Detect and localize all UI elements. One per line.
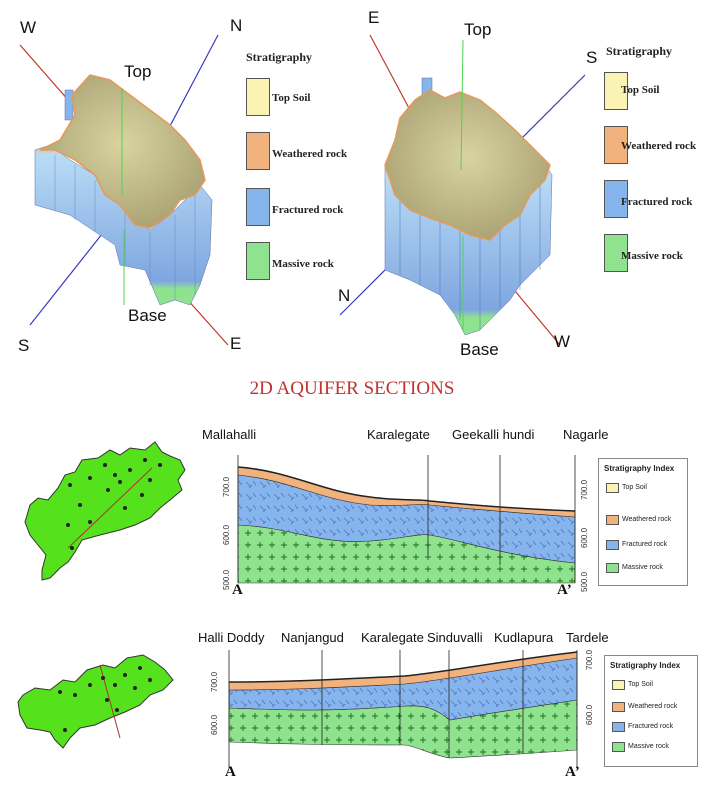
3d-block-diagram-2 <box>339 34 586 346</box>
legend-label-massive-rock: Massive rock <box>621 250 683 262</box>
elevation-tick-label: 700.0 <box>222 476 231 497</box>
aquifer-section-1 <box>237 455 576 584</box>
legend-swatch-weathered-rock <box>604 126 628 164</box>
legend-label-weathered-rock: Weathered rock <box>621 140 697 152</box>
index-title: Stratigraphy Index <box>610 661 681 670</box>
section-title: 2D AQUIFER SECTIONS <box>249 378 455 399</box>
legend-swatch-fractured-rock <box>246 188 270 226</box>
legend-swatch-top-soil <box>604 72 628 110</box>
direction-label-w: W <box>554 332 571 351</box>
base-label: Base <box>128 306 167 325</box>
top-label: Top <box>124 62 152 81</box>
direction-label-w: W <box>20 18 37 37</box>
elevation-tick-label: 600.0 <box>580 527 589 548</box>
legend-label-massive-rock: Massive rock <box>272 258 334 270</box>
legend-title: Stratigraphy <box>246 50 312 64</box>
index-label-massive-rock: Massive rock <box>622 564 663 571</box>
base-label: Base <box>460 340 499 359</box>
location-map-1 <box>24 441 186 581</box>
section-end-label: A’ <box>557 582 572 598</box>
legend-label-fractured-rock: Fractured rock <box>621 196 693 208</box>
index-label-weathered-rock: Weathered rock <box>622 516 672 523</box>
legend-label-top-soil: Top Soil <box>621 84 660 96</box>
location-label: Karalegate <box>361 630 424 645</box>
aquifer-section-2 <box>228 650 578 768</box>
location-label: Tardele <box>566 630 609 645</box>
location-label: Nagarle <box>563 427 609 442</box>
legend-label-fractured-rock: Fractured rock <box>272 204 344 216</box>
location-label: Sinduvalli <box>427 630 483 645</box>
location-label: Karalegate <box>367 427 430 442</box>
elevation-tick-label: 600.0 <box>585 704 594 725</box>
legend-title: Stratigraphy <box>606 44 672 58</box>
location-label: Kudlapura <box>494 630 554 645</box>
location-label: Nanjangud <box>281 630 344 645</box>
3d-block-diagram-1 <box>19 34 229 346</box>
legend-label-weathered-rock: Weathered rock <box>272 148 348 160</box>
index-label-fractured-rock: Fractured rock <box>628 723 674 730</box>
index-label-massive-rock: Massive rock <box>628 743 669 750</box>
elevation-tick-label: 700.0 <box>585 649 594 670</box>
section-end-label: A’ <box>565 764 580 780</box>
legend-swatch-fractured-rock <box>604 180 628 218</box>
index-label-top-soil: Top Soil <box>628 681 653 688</box>
direction-label-s: S <box>18 336 30 355</box>
location-label: Geekalli hundi <box>452 427 535 442</box>
elevation-tick-label: 500.0 <box>222 569 231 590</box>
section-start-label: A <box>232 582 243 598</box>
direction-label-e: E <box>230 334 242 353</box>
legend-swatch-top-soil <box>246 78 270 116</box>
index-label-top-soil: Top Soil <box>622 484 647 491</box>
direction-label-e: E <box>368 8 380 27</box>
top-label: Top <box>464 20 492 39</box>
section-start-label: A <box>225 764 236 780</box>
legend-label-top-soil: Top Soil <box>272 92 311 104</box>
direction-label-n: N <box>338 286 351 305</box>
elevation-tick-label: 500.0 <box>580 571 589 592</box>
direction-label-s: S <box>586 48 598 67</box>
location-label: Halli Doddy <box>198 630 265 645</box>
legend-swatch-weathered-rock <box>246 132 270 170</box>
legend-swatch-massive-rock <box>604 234 628 272</box>
legend-swatch-massive-rock <box>246 242 270 280</box>
elevation-tick-label: 600.0 <box>222 524 231 545</box>
direction-label-n: N <box>230 16 243 35</box>
location-label: Mallahalli <box>202 427 257 442</box>
location-map-2 <box>17 654 174 749</box>
elevation-tick-label: 700.0 <box>580 479 589 500</box>
index-label-weathered-rock: Weathered rock <box>628 703 678 710</box>
index-label-fractured-rock: Fractured rock <box>622 541 668 548</box>
elevation-tick-label: 600.0 <box>210 714 219 735</box>
elevation-tick-label: 700.0 <box>210 671 219 692</box>
index-title: Stratigraphy Index <box>604 464 675 473</box>
